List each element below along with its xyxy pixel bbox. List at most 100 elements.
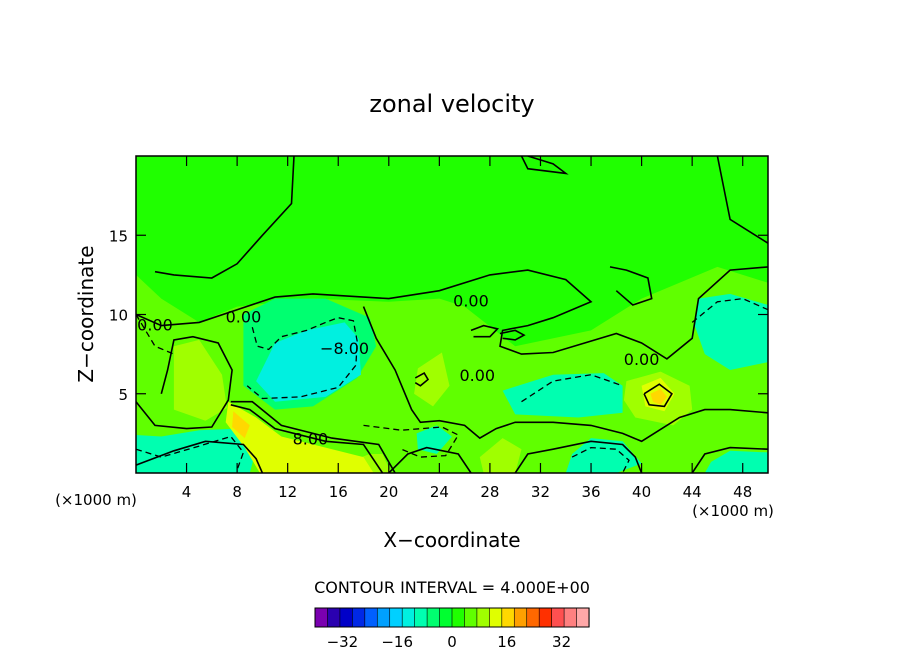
- colorbar-swatch-20: [563, 607, 578, 628]
- colorbar-swatch-2: [339, 607, 353, 628]
- colorbar-frame: [314, 607, 590, 628]
- x-tick-label-24: 24: [430, 483, 449, 501]
- colorbar-swatch-19: [551, 607, 565, 628]
- colorbar-tick-label-4: 32: [552, 633, 571, 651]
- solid-contour-12: [691, 446, 768, 473]
- contour-label-6: 8.00: [293, 429, 329, 448]
- x-tick-label-32: 32: [531, 483, 550, 501]
- colorbar-swatch-4: [364, 607, 378, 628]
- solid-contour-1: [154, 156, 295, 279]
- contour-label-4: 0.00: [624, 350, 660, 369]
- contour-region-3: [256, 322, 361, 402]
- colorbar-tick-label-3: 16: [497, 633, 516, 651]
- contour-label-0: 0.00: [226, 307, 262, 326]
- x-axis-label: X−coordinate: [383, 528, 520, 552]
- chart-title: zonal velocity: [369, 90, 534, 118]
- dashed-contour-1: [136, 314, 175, 355]
- contour-label-3: 0.00: [459, 366, 495, 385]
- x-tick-label-12: 12: [278, 483, 297, 501]
- colorbar-swatch-9: [426, 607, 441, 628]
- solid-contour-15: [414, 372, 430, 387]
- colorbar: [314, 607, 590, 628]
- solid-contour-10: [388, 446, 472, 473]
- solid-contour-4: [609, 266, 653, 306]
- contour-region-16: [232, 411, 250, 439]
- dashed-contour-2: [691, 297, 768, 323]
- contour-region-5: [502, 373, 623, 418]
- contour-region-4: [694, 293, 768, 370]
- colorbar-tick-label-2: 0: [447, 633, 457, 651]
- x-tick-label-4: 4: [182, 483, 192, 501]
- contour-lines: [136, 156, 768, 473]
- dashed-contour-5: [136, 435, 245, 471]
- contour-label-1: 0.00: [137, 315, 173, 334]
- contour-region-18: [650, 389, 667, 405]
- solid-contour-0: [136, 266, 768, 360]
- solid-contour-8: [362, 306, 768, 443]
- colorbar-swatch-13: [476, 607, 490, 628]
- x-axis-ticks: 4 8 12 16 20 24 28 32 36 40 44 48: [182, 156, 752, 501]
- solid-contour-16: [643, 383, 673, 408]
- colorbar-swatch-8: [414, 607, 428, 628]
- x-unit-left: (×1000 m): [55, 491, 137, 509]
- colorbar-swatch-18: [538, 607, 553, 628]
- x-tick-label-20: 20: [379, 483, 398, 501]
- x-unit-right: (×1000 m): [692, 502, 774, 520]
- colorbar-swatch-17: [526, 607, 540, 628]
- colorbar-swatch-15: [501, 607, 515, 628]
- colorbar-tick-label-0: −32: [327, 633, 359, 651]
- colorbar-swatch-6: [389, 607, 403, 628]
- contour-region-9: [416, 425, 452, 454]
- x-tick-label-28: 28: [480, 483, 499, 501]
- x-tick-label-48: 48: [733, 483, 752, 501]
- colorbar-swatch-10: [439, 607, 453, 628]
- colorbar-swatch-5: [376, 607, 391, 628]
- contour-label-2: 0.00: [453, 292, 489, 311]
- colorbar-swatch-1: [327, 607, 341, 628]
- colorbar-swatch-16: [513, 607, 528, 628]
- contour-interval-text: CONTOUR INTERVAL = 4.000E+00: [314, 578, 590, 597]
- solid-contour-6: [230, 400, 396, 473]
- solid-contour-7: [136, 335, 233, 430]
- contour-region-8: [704, 450, 768, 473]
- contour-labels: 0.00 0.00 0.00 0.00 0.00 −8.00 8.00: [137, 292, 659, 449]
- y-tick-label-15: 15: [109, 227, 128, 245]
- dashed-contour-4: [521, 374, 623, 403]
- colorbar-swatch-3: [352, 607, 366, 628]
- solid-contour-13: [470, 324, 500, 338]
- contour-label-5: −8.00: [320, 339, 369, 358]
- colorbar-swatch-11: [451, 607, 466, 628]
- colorbar-tick-label-1: −16: [381, 633, 413, 651]
- solid-contour-3: [716, 156, 768, 244]
- colorbar-swatch-7: [401, 607, 416, 628]
- contour-region-11: [414, 352, 450, 407]
- y-tick-label-5: 5: [118, 386, 128, 404]
- contour-region-6: [136, 428, 257, 473]
- colorbar-swatch-0: [314, 607, 329, 628]
- solid-contour-2: [520, 156, 569, 175]
- y-axis-ticks: 5 10 15: [109, 227, 768, 404]
- plot-area: 0.00 0.00 0.00 0.00 0.00 −8.00 8.00: [136, 156, 768, 473]
- solid-contour-5: [230, 404, 384, 473]
- contour-region-7: [565, 438, 642, 473]
- solid-contour-14: [499, 329, 526, 341]
- x-tick-label-16: 16: [329, 483, 348, 501]
- x-tick-label-8: 8: [232, 483, 242, 501]
- colorbar-swatch-12: [464, 607, 478, 628]
- contour-region-10: [173, 339, 227, 421]
- filled-contour-regions: [136, 266, 768, 473]
- x-tick-label-44: 44: [683, 483, 702, 501]
- dashed-contour-0: [246, 317, 358, 400]
- solid-contour-11: [514, 440, 643, 473]
- colorbar-swatch-21: [576, 607, 590, 628]
- x-tick-label-40: 40: [632, 483, 651, 501]
- dashed-contour-6: [571, 446, 630, 473]
- y-axis-label: Z−coordinate: [74, 245, 98, 382]
- x-tick-label-36: 36: [581, 483, 600, 501]
- contour-region-15: [225, 401, 374, 473]
- solid-contour-9: [136, 440, 264, 473]
- colorbar-swatch-14: [489, 607, 503, 628]
- colorbar-ticks: −32 −16 0 16 32: [327, 633, 572, 651]
- y-tick-label-10: 10: [109, 307, 128, 325]
